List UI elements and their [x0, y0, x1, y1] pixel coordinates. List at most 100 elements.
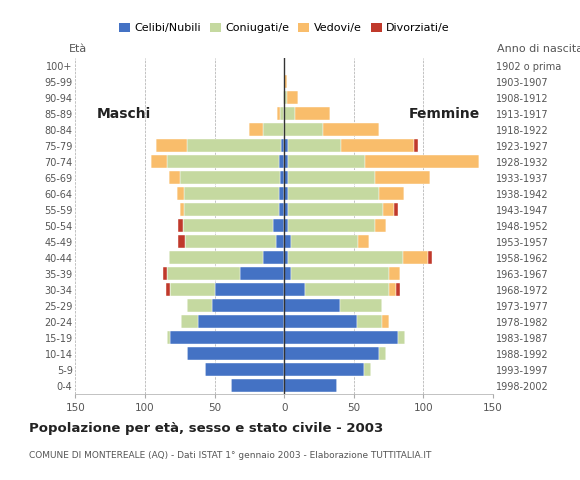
Text: Maschi: Maschi — [97, 107, 151, 120]
Text: Popolazione per età, sesso e stato civile - 2003: Popolazione per età, sesso e stato civil… — [29, 422, 383, 435]
Bar — [288, 139, 341, 153]
Bar — [169, 251, 263, 264]
Bar — [284, 219, 288, 232]
Bar — [287, 91, 298, 105]
Bar — [166, 283, 170, 296]
Bar — [215, 283, 284, 296]
Bar — [291, 235, 358, 249]
Bar — [179, 219, 183, 232]
Text: Femmine: Femmine — [409, 107, 480, 120]
Bar — [288, 251, 403, 264]
Bar — [280, 171, 284, 184]
Bar — [288, 219, 375, 232]
Bar — [365, 155, 479, 168]
Bar — [284, 155, 288, 168]
Bar — [284, 75, 287, 88]
Bar — [291, 267, 389, 280]
Bar — [283, 91, 284, 105]
Bar — [284, 315, 357, 328]
Text: Età: Età — [68, 45, 86, 54]
Bar — [186, 235, 276, 249]
Bar — [284, 331, 398, 345]
Bar — [398, 331, 405, 345]
Bar — [341, 139, 414, 153]
Bar — [180, 203, 184, 216]
Bar — [184, 187, 278, 201]
Bar — [163, 267, 167, 280]
Bar — [284, 283, 305, 296]
Bar — [288, 187, 379, 201]
Bar — [403, 251, 427, 264]
Bar — [151, 155, 167, 168]
Bar — [167, 267, 240, 280]
Bar — [396, 283, 400, 296]
Bar — [249, 123, 263, 136]
Bar — [156, 139, 187, 153]
Bar — [284, 139, 288, 153]
Bar — [177, 187, 184, 201]
Bar — [277, 107, 280, 120]
Bar — [394, 203, 398, 216]
Bar — [170, 283, 215, 296]
Bar — [187, 347, 284, 360]
Bar — [379, 187, 404, 201]
Bar — [263, 251, 284, 264]
Bar — [198, 315, 284, 328]
Bar — [375, 171, 430, 184]
Bar — [278, 155, 284, 168]
Bar — [284, 107, 295, 120]
Bar — [276, 235, 284, 249]
Bar — [169, 171, 180, 184]
Bar — [284, 299, 340, 312]
Bar — [179, 235, 186, 249]
Bar — [288, 155, 365, 168]
Bar — [280, 107, 284, 120]
Bar — [295, 107, 330, 120]
Bar — [284, 187, 288, 201]
Bar — [205, 363, 284, 376]
Bar — [284, 347, 379, 360]
Bar — [379, 347, 386, 360]
Bar — [414, 139, 418, 153]
Bar — [389, 283, 396, 296]
Bar — [427, 251, 432, 264]
Legend: Celibi/Nubili, Coniugati/e, Vedovi/e, Divorziati/e: Celibi/Nubili, Coniugati/e, Vedovi/e, Di… — [115, 20, 453, 36]
Bar — [323, 123, 379, 136]
Bar — [181, 315, 198, 328]
Bar — [212, 299, 284, 312]
Bar — [305, 283, 389, 296]
Bar — [278, 203, 284, 216]
Bar — [263, 123, 284, 136]
Bar — [284, 171, 288, 184]
Bar — [364, 363, 371, 376]
Bar — [278, 187, 284, 201]
Bar — [187, 139, 281, 153]
Bar — [288, 171, 375, 184]
Bar — [284, 123, 323, 136]
Text: COMUNE DI MONTEREALE (AQ) - Dati ISTAT 1° gennaio 2003 - Elaborazione TUTTITALIA: COMUNE DI MONTEREALE (AQ) - Dati ISTAT 1… — [29, 451, 432, 460]
Bar — [240, 267, 284, 280]
Bar — [231, 379, 284, 393]
Bar — [273, 219, 284, 232]
Bar — [281, 139, 284, 153]
Bar — [382, 315, 389, 328]
Bar — [357, 315, 382, 328]
Text: Anno di nascita: Anno di nascita — [497, 45, 580, 54]
Bar — [167, 155, 278, 168]
Bar — [184, 203, 278, 216]
Bar — [187, 299, 212, 312]
Bar — [284, 235, 291, 249]
Bar — [383, 203, 394, 216]
Bar — [284, 379, 337, 393]
Bar — [170, 331, 284, 345]
Bar — [389, 267, 400, 280]
Bar — [284, 363, 364, 376]
Bar — [284, 203, 288, 216]
Bar — [340, 299, 382, 312]
Bar — [375, 219, 386, 232]
Bar — [284, 251, 288, 264]
Bar — [167, 331, 170, 345]
Bar — [183, 219, 273, 232]
Bar — [358, 235, 369, 249]
Bar — [288, 203, 383, 216]
